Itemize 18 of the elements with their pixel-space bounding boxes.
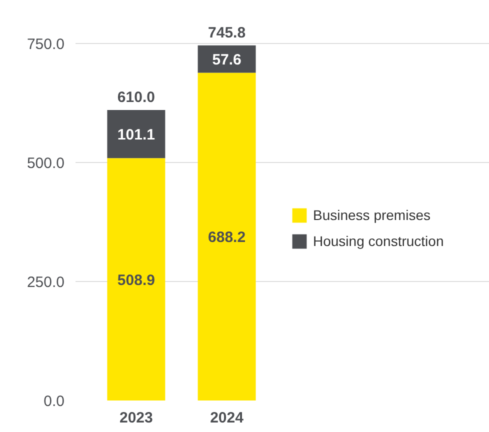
y-tick-label: 0.0: [44, 393, 65, 410]
legend-label: Housing construction: [313, 233, 444, 249]
bar: [107, 158, 166, 400]
y-tick-label: 750.0: [26, 36, 65, 53]
bar: [198, 72, 256, 400]
legend-label: Business premises: [313, 207, 430, 223]
x-tick-label: 2023: [120, 410, 153, 426]
x-tick-label: 2024: [210, 410, 244, 426]
data-label: 101.1: [117, 126, 155, 144]
total-label: 610.0: [117, 89, 155, 106]
y-tick-label: 250.0: [26, 274, 65, 291]
total-label: 745.8: [208, 24, 246, 42]
y-tick-label: 500.0: [26, 154, 65, 172]
data-label: 57.6: [212, 52, 242, 69]
bar: [198, 45, 256, 73]
bar: [107, 110, 166, 158]
data-label: 688.2: [208, 229, 246, 246]
data-label: 508.9: [117, 272, 155, 289]
